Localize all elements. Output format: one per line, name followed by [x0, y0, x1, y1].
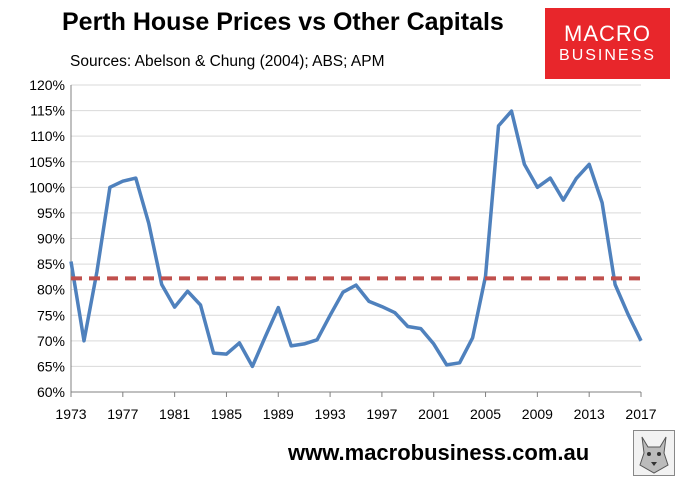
y-tick-label: 65% [37, 358, 65, 374]
x-tick-label: 2013 [574, 406, 605, 422]
x-tick-label: 2017 [625, 406, 656, 422]
y-tick-label: 110% [30, 128, 65, 144]
wolf-mascot-icon [633, 430, 675, 476]
y-tick-label: 90% [37, 231, 65, 247]
x-tick-label: 1977 [107, 406, 138, 422]
perth-ratio-line [69, 109, 643, 369]
x-tick-label: 1973 [55, 406, 86, 422]
y-tick-label: 120% [29, 77, 65, 93]
x-tick-label: 1997 [366, 406, 397, 422]
y-tick-label: 105% [29, 154, 65, 170]
y-axis: 60% 65% 70% 75% 80% 85% 90% 95% 100% 105% 110% 115%… [29, 77, 65, 400]
logo-line-2: BUSINESS [559, 46, 656, 64]
y-tick-label: 75% [37, 307, 65, 323]
y-tick-label: 85% [37, 256, 65, 272]
y-tick-label: 60% [37, 384, 65, 400]
series-group [69, 109, 643, 369]
x-tick-label: 1993 [315, 406, 346, 422]
y-tick-label: 95% [37, 205, 65, 221]
y-tick-label: 100% [29, 179, 65, 195]
x-axis: 1973 1977 1981 1985 1989 1993 1997 2001 2005 2009… [55, 392, 657, 422]
x-tick-label: 2005 [470, 406, 501, 422]
y-tick-label: 115% [30, 103, 65, 119]
x-tick-label: 2001 [418, 406, 449, 422]
chart-subtitle: Sources: Abelson & Chung (2004); ABS; AP… [70, 53, 385, 70]
macrobusiness-logo: MACRO BUSINESS [545, 8, 670, 79]
y-tick-label: 70% [37, 333, 65, 349]
chart-title: Perth House Prices vs Other Capitals [62, 8, 504, 36]
x-tick-label: 1985 [211, 406, 242, 422]
logo-line-1: MACRO [564, 20, 651, 46]
gridlines [70, 84, 641, 393]
x-tick-label: 1989 [263, 406, 294, 422]
x-tick-label: 1981 [159, 406, 190, 422]
x-tick-label: 2009 [522, 406, 553, 422]
y-tick-label: 80% [37, 282, 65, 298]
website-url: www.macrobusiness.com.au [288, 440, 590, 465]
